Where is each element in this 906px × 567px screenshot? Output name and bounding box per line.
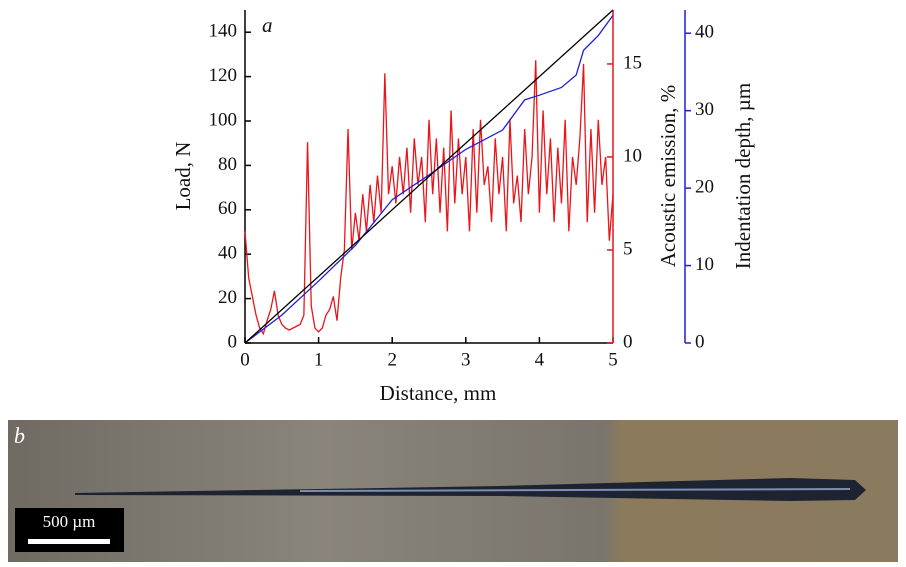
- y3-tick-label: 30: [695, 99, 714, 120]
- x-tick-label: 1: [314, 349, 324, 370]
- y2-tick-label: 10: [623, 145, 642, 166]
- x-axis-label: Distance, mm: [380, 381, 497, 405]
- y3-tick-label: 10: [695, 254, 714, 275]
- y-tick-label: 140: [209, 21, 238, 42]
- y-tick-label: 80: [218, 154, 237, 175]
- y2-tick-label: 15: [623, 52, 642, 73]
- y3-tick-label: 20: [695, 176, 714, 197]
- data-line: [244, 15, 614, 344]
- y3-tick-label: 0: [695, 331, 705, 352]
- scale-bar: [28, 539, 110, 544]
- y2-tick-label: 0: [623, 331, 633, 352]
- y3-tick-label: 40: [695, 22, 714, 43]
- panel-label: b: [14, 423, 25, 448]
- data-line: [244, 9, 614, 344]
- x-tick-label: 3: [461, 349, 471, 370]
- y-tick-label: 40: [218, 243, 237, 264]
- scale-bar-box: [15, 508, 124, 552]
- y-tick-label: 60: [218, 198, 237, 219]
- y2-axis-label: Acoustic emission, %: [656, 85, 680, 268]
- y-axis-label: Load, N: [171, 142, 195, 211]
- x-tick-label: 4: [535, 349, 545, 370]
- y2-tick-label: 5: [623, 238, 633, 259]
- x-tick-label: 2: [387, 349, 397, 370]
- data-line: [244, 60, 614, 336]
- scratch-highlight: [299, 488, 851, 492]
- y-tick-label: 0: [228, 331, 238, 352]
- y-tick-label: 20: [218, 287, 237, 308]
- panel-label: a: [262, 13, 273, 37]
- y3-axis-label: Indentation depth, µm: [731, 83, 755, 269]
- x-tick-label: 0: [240, 349, 250, 370]
- x-tick-label: 5: [608, 349, 618, 370]
- y-tick-label: 120: [209, 65, 238, 86]
- y-tick-label: 100: [209, 109, 238, 130]
- scale-bar-label: 500 µm: [43, 512, 96, 531]
